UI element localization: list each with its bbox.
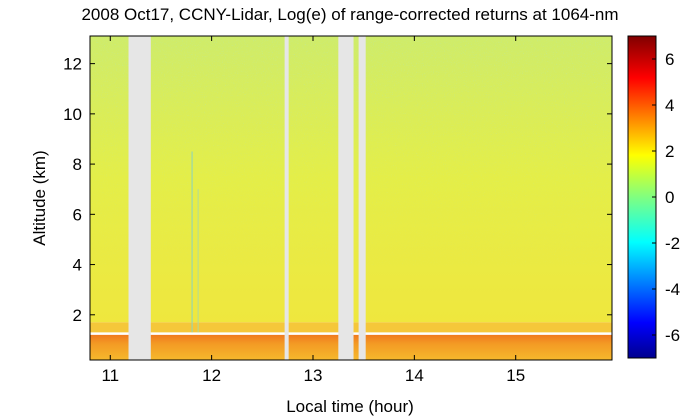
x-tick-label: 12 (202, 366, 221, 385)
no-data-gap (338, 36, 354, 360)
cloud-streak (197, 189, 199, 333)
colorbar-tick-label: 4 (665, 96, 674, 115)
colorbar-tick-label: 0 (665, 188, 674, 207)
colorbar-tick-label: 6 (665, 50, 674, 69)
y-tick-label: 12 (63, 55, 82, 74)
colorbar-axis: 6 4 2 0 -2 -4 -6 (652, 50, 680, 345)
x-tick-label: 13 (304, 366, 323, 385)
y-tick-label: 10 (63, 105, 82, 124)
y-tick-label: 6 (73, 205, 82, 224)
chart-title: 2008 Oct17, CCNY-Lidar, Log(e) of range-… (81, 5, 618, 24)
x-axis-label: Local time (hour) (286, 397, 414, 416)
colorbar-tick-label: -2 (665, 234, 680, 253)
colorbar (627, 35, 657, 359)
colorbar-tick-label: -4 (665, 280, 680, 299)
y-tick-label: 4 (73, 256, 82, 275)
cloud-streak (191, 151, 193, 333)
y-axis: 2 4 6 8 10 12 (63, 55, 612, 325)
x-axis: 11 12 13 14 15 (101, 36, 525, 385)
plot-frame (89, 35, 613, 361)
x-tick-label: 11 (101, 366, 119, 385)
x-tick-label: 15 (506, 366, 525, 385)
colorbar-tick-label: -6 (665, 326, 680, 345)
no-data-gap (358, 36, 366, 360)
plot-area (90, 36, 612, 360)
y-tick-label: 2 (73, 306, 82, 325)
no-data-gap (128, 36, 151, 360)
y-tick-label: 8 (73, 155, 82, 174)
y-axis-label: Altitude (km) (30, 150, 49, 245)
x-tick-label: 14 (405, 366, 424, 385)
no-data-gap (284, 36, 289, 360)
colorbar-tick-label: 2 (665, 142, 674, 161)
